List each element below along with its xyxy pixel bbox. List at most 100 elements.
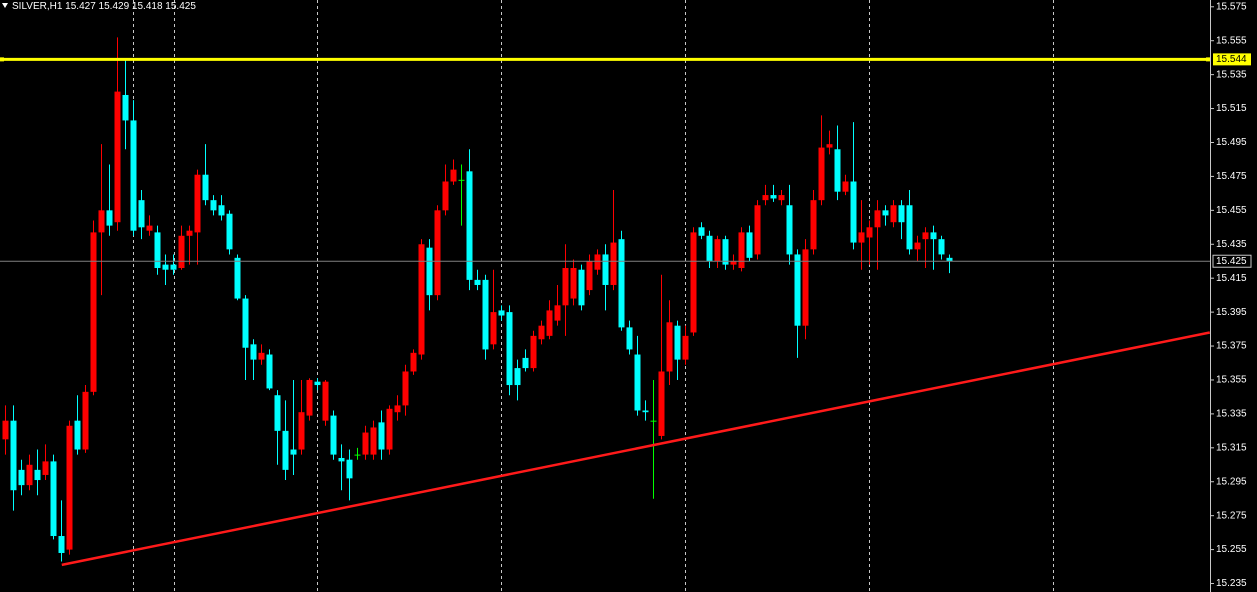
candle-body — [50, 461, 57, 537]
candle-body — [618, 239, 625, 328]
last-low: 15.418 — [132, 1, 163, 12]
candle-body — [802, 249, 809, 326]
candle-body — [946, 257, 953, 262]
candle-body — [746, 232, 753, 258]
candle-body — [826, 144, 833, 148]
candle-body — [906, 205, 913, 250]
candle-body — [858, 232, 865, 243]
level-label: 15.544 — [1216, 54, 1247, 65]
candle-body — [418, 244, 425, 355]
candle-body — [762, 195, 769, 201]
candle-body — [786, 205, 793, 255]
candle-body — [18, 469, 25, 486]
candle-body — [890, 205, 897, 223]
candle-body — [154, 232, 161, 269]
y-tick-label: 15.375 — [1216, 341, 1247, 352]
candle-body — [842, 181, 849, 192]
candle-body — [58, 536, 65, 553]
candle-body — [914, 242, 921, 250]
bid-label: 15.425 — [1216, 256, 1247, 267]
candle-body — [258, 352, 265, 360]
symbol: SILVER,H1 — [12, 1, 63, 12]
candle-body — [386, 408, 393, 450]
candle-body — [90, 232, 97, 392]
candle-body — [130, 120, 137, 231]
candle-body — [434, 210, 441, 296]
candle-body — [114, 91, 121, 223]
candle-body — [674, 325, 681, 360]
candle-body — [394, 405, 401, 413]
candle-body — [922, 232, 929, 240]
candle-body — [458, 179, 465, 181]
y-tick-label: 15.235 — [1216, 578, 1247, 589]
candle-body — [754, 205, 761, 255]
candle-body — [930, 232, 937, 240]
candle-body — [602, 254, 609, 285]
bid-label-box — [1212, 254, 1252, 268]
candle-body — [474, 279, 481, 285]
y-tick-label: 15.515 — [1216, 103, 1247, 114]
candle-body — [514, 368, 521, 386]
candle-body — [202, 174, 209, 201]
candle-body — [410, 352, 417, 372]
candle-body — [466, 171, 473, 280]
candle-body — [338, 457, 345, 462]
candle-body — [194, 174, 201, 233]
candle-body — [882, 210, 889, 216]
y-tick-label: 15.315 — [1216, 442, 1247, 453]
candle-body — [642, 410, 649, 413]
candle-body — [162, 264, 169, 270]
candle-body — [698, 227, 705, 236]
menu-arrow — [2, 3, 8, 8]
candle-body — [250, 344, 257, 360]
candle-body — [186, 230, 193, 236]
candle-body — [810, 200, 817, 250]
level-handle — [1206, 57, 1210, 62]
last-open: 15.427 — [65, 1, 96, 12]
y-tick-label: 15.435 — [1216, 239, 1247, 250]
candle-body — [210, 200, 217, 211]
candle-body — [298, 412, 305, 450]
y-tick-label: 15.415 — [1216, 273, 1247, 284]
candle-body — [282, 430, 289, 470]
candle-body — [818, 147, 825, 201]
candle-body — [770, 195, 777, 199]
candle-body — [682, 335, 689, 360]
candle-body — [546, 310, 553, 336]
candle-body — [594, 254, 601, 270]
y-tick-label: 15.535 — [1216, 69, 1247, 80]
candle-body — [354, 454, 361, 456]
candle-body — [530, 335, 537, 369]
candle-body — [610, 242, 617, 285]
candle-body — [42, 461, 49, 475]
candle-body — [362, 432, 369, 455]
candle-body — [370, 427, 377, 455]
candle-body — [522, 357, 529, 369]
y-tick-label: 15.275 — [1216, 510, 1247, 521]
y-tick-label: 15.555 — [1216, 35, 1247, 46]
candle-body — [10, 420, 17, 491]
candle-body — [722, 239, 729, 265]
candle-body — [34, 469, 41, 481]
candle-body — [898, 205, 905, 223]
y-tick-label: 15.355 — [1216, 375, 1247, 386]
candle-body — [138, 200, 145, 228]
candle-body — [242, 298, 249, 348]
candle-body — [666, 322, 673, 372]
candle-body — [706, 235, 713, 262]
candle-body — [402, 371, 409, 406]
last-close: 15.425 — [165, 1, 196, 12]
candle-body — [314, 381, 321, 386]
candle-body — [850, 181, 857, 243]
candle-body — [74, 420, 81, 450]
candle-body — [938, 239, 945, 255]
candle-body — [578, 269, 585, 306]
candle-body — [866, 227, 873, 238]
candle-body — [730, 261, 737, 265]
candle-body — [106, 210, 113, 226]
candle-body — [498, 310, 505, 316]
candle-body — [122, 94, 129, 121]
trendline — [61, 331, 1211, 567]
